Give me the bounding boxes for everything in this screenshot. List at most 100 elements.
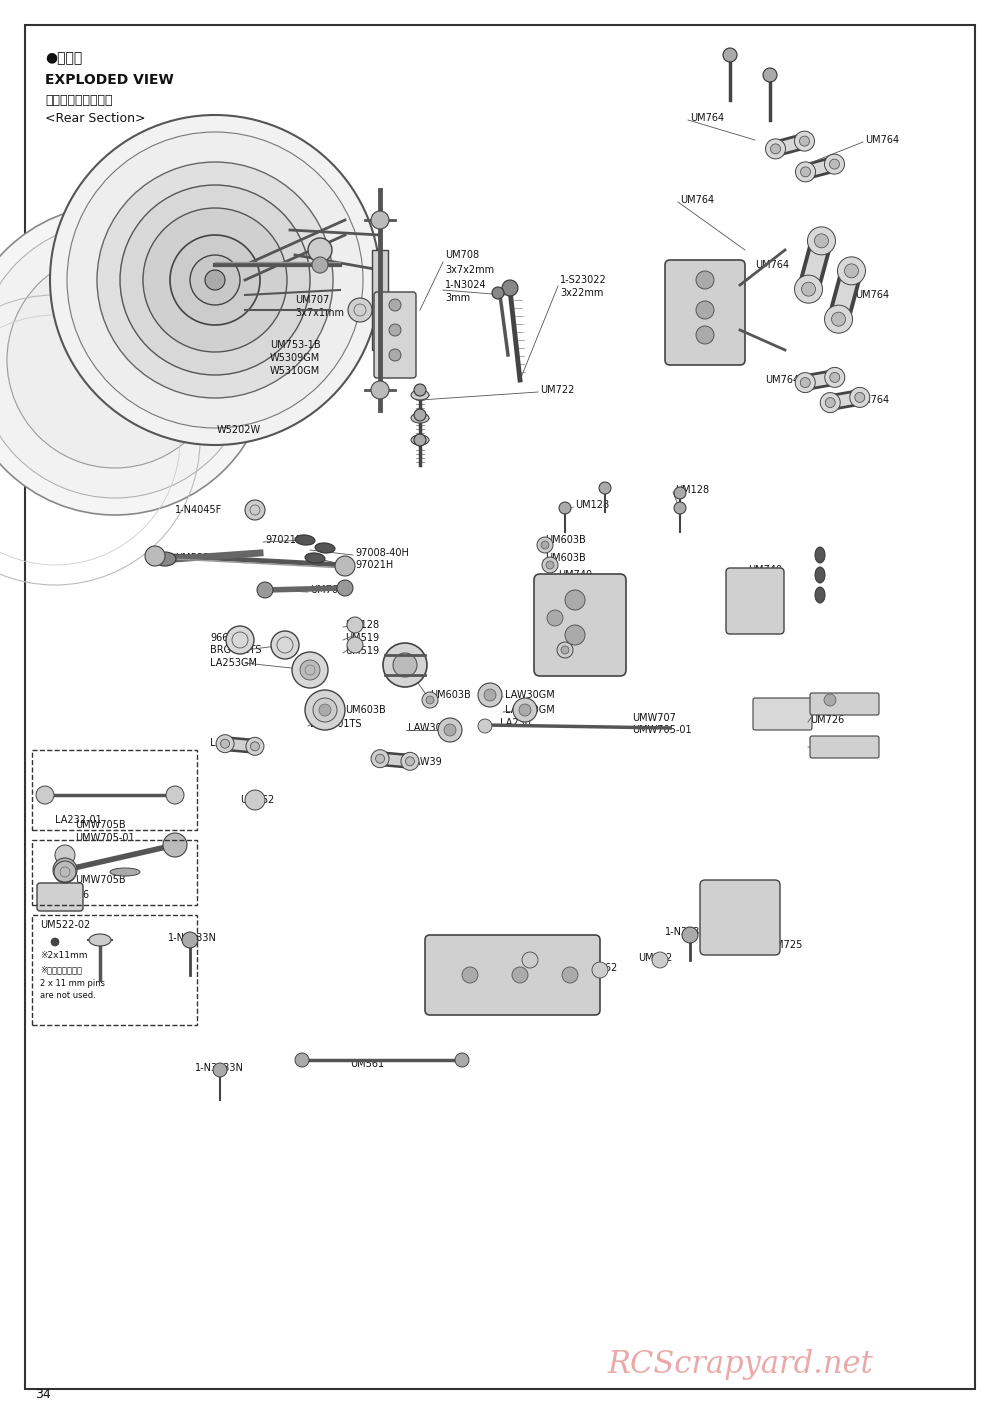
Text: UM603B: UM603B xyxy=(545,534,586,544)
Text: 96643: 96643 xyxy=(210,633,241,643)
Circle shape xyxy=(246,737,264,755)
Circle shape xyxy=(300,660,320,680)
Circle shape xyxy=(814,233,828,247)
Circle shape xyxy=(226,626,254,655)
Text: LAW30GM: LAW30GM xyxy=(408,723,458,732)
Circle shape xyxy=(389,349,401,361)
Circle shape xyxy=(245,790,265,810)
Text: UM753-1B: UM753-1B xyxy=(270,339,321,351)
Text: UMW707: UMW707 xyxy=(800,701,844,711)
Circle shape xyxy=(795,276,823,303)
Text: 97021H: 97021H xyxy=(355,560,393,570)
Circle shape xyxy=(0,222,253,498)
Circle shape xyxy=(541,542,549,549)
Text: UM519: UM519 xyxy=(345,646,379,656)
Circle shape xyxy=(802,283,816,296)
Text: UM764: UM764 xyxy=(680,195,714,205)
Text: LA230: LA230 xyxy=(500,718,531,728)
Text: UM762: UM762 xyxy=(510,953,544,963)
Text: LA253GM: LA253GM xyxy=(210,658,257,667)
Text: W5202W: W5202W xyxy=(217,426,261,436)
Circle shape xyxy=(824,154,844,174)
Circle shape xyxy=(371,380,389,399)
Circle shape xyxy=(796,161,816,182)
Circle shape xyxy=(414,434,426,445)
Circle shape xyxy=(51,937,59,946)
Circle shape xyxy=(455,1053,469,1068)
Text: UM722: UM722 xyxy=(540,385,574,395)
Text: LAW39: LAW39 xyxy=(408,756,442,766)
FancyBboxPatch shape xyxy=(700,880,780,954)
Circle shape xyxy=(850,387,870,407)
FancyBboxPatch shape xyxy=(810,693,879,715)
Text: UM764: UM764 xyxy=(865,134,899,146)
Text: UM764: UM764 xyxy=(855,395,889,404)
Circle shape xyxy=(844,264,858,279)
Circle shape xyxy=(213,1063,227,1077)
Circle shape xyxy=(696,301,714,320)
Circle shape xyxy=(393,653,417,677)
Ellipse shape xyxy=(815,567,825,583)
Circle shape xyxy=(565,625,585,645)
Circle shape xyxy=(414,385,426,396)
Text: UMW705-01: UMW705-01 xyxy=(75,833,135,843)
Ellipse shape xyxy=(411,413,429,423)
Text: UMW707: UMW707 xyxy=(632,713,676,723)
Circle shape xyxy=(478,718,492,732)
Circle shape xyxy=(799,136,809,146)
Text: UM736: UM736 xyxy=(810,740,844,749)
Circle shape xyxy=(163,833,187,857)
Circle shape xyxy=(305,690,345,730)
Text: UM603B: UM603B xyxy=(430,690,471,700)
Circle shape xyxy=(97,163,333,397)
Circle shape xyxy=(561,646,569,655)
FancyBboxPatch shape xyxy=(753,699,812,730)
Text: UM762: UM762 xyxy=(240,795,274,805)
Circle shape xyxy=(794,132,814,151)
Circle shape xyxy=(245,501,265,520)
Circle shape xyxy=(674,502,686,515)
Text: ※使用しません。: ※使用しません。 xyxy=(40,966,82,974)
Ellipse shape xyxy=(110,868,140,877)
Circle shape xyxy=(216,735,234,752)
Text: RCScrapyard.net: RCScrapyard.net xyxy=(607,1349,873,1380)
Text: BRG001TS: BRG001TS xyxy=(310,718,362,730)
Text: UM764: UM764 xyxy=(755,260,789,270)
Circle shape xyxy=(143,208,287,352)
Circle shape xyxy=(763,68,777,82)
FancyBboxPatch shape xyxy=(374,293,416,378)
Circle shape xyxy=(565,590,585,609)
Text: ※2x11mm: ※2x11mm xyxy=(40,950,88,960)
Text: UM726: UM726 xyxy=(810,715,844,725)
Text: 3x7x2mm: 3x7x2mm xyxy=(445,264,494,274)
Circle shape xyxy=(547,609,563,626)
FancyBboxPatch shape xyxy=(425,935,600,1015)
Circle shape xyxy=(401,752,419,771)
Text: UM762: UM762 xyxy=(638,953,672,963)
Text: UM128: UM128 xyxy=(345,619,379,631)
Circle shape xyxy=(50,115,380,445)
Circle shape xyxy=(371,211,389,229)
Circle shape xyxy=(53,858,77,882)
Circle shape xyxy=(855,393,865,403)
Circle shape xyxy=(335,556,355,575)
Circle shape xyxy=(559,502,571,515)
Text: LAW30GM: LAW30GM xyxy=(505,706,555,715)
Circle shape xyxy=(807,226,835,255)
Circle shape xyxy=(766,139,786,158)
Circle shape xyxy=(696,271,714,288)
Circle shape xyxy=(652,952,668,969)
Circle shape xyxy=(519,704,531,715)
Text: UM522: UM522 xyxy=(175,553,209,563)
Circle shape xyxy=(205,270,225,290)
Circle shape xyxy=(383,643,427,687)
Circle shape xyxy=(292,652,328,689)
FancyBboxPatch shape xyxy=(726,568,784,633)
Ellipse shape xyxy=(305,553,325,563)
Circle shape xyxy=(829,160,839,170)
Circle shape xyxy=(444,724,456,737)
Text: EXPLODED VIEW: EXPLODED VIEW xyxy=(45,74,174,88)
Circle shape xyxy=(55,846,75,865)
Text: 3x22mm: 3x22mm xyxy=(560,288,603,298)
Text: UMW705-01: UMW705-01 xyxy=(632,725,692,735)
